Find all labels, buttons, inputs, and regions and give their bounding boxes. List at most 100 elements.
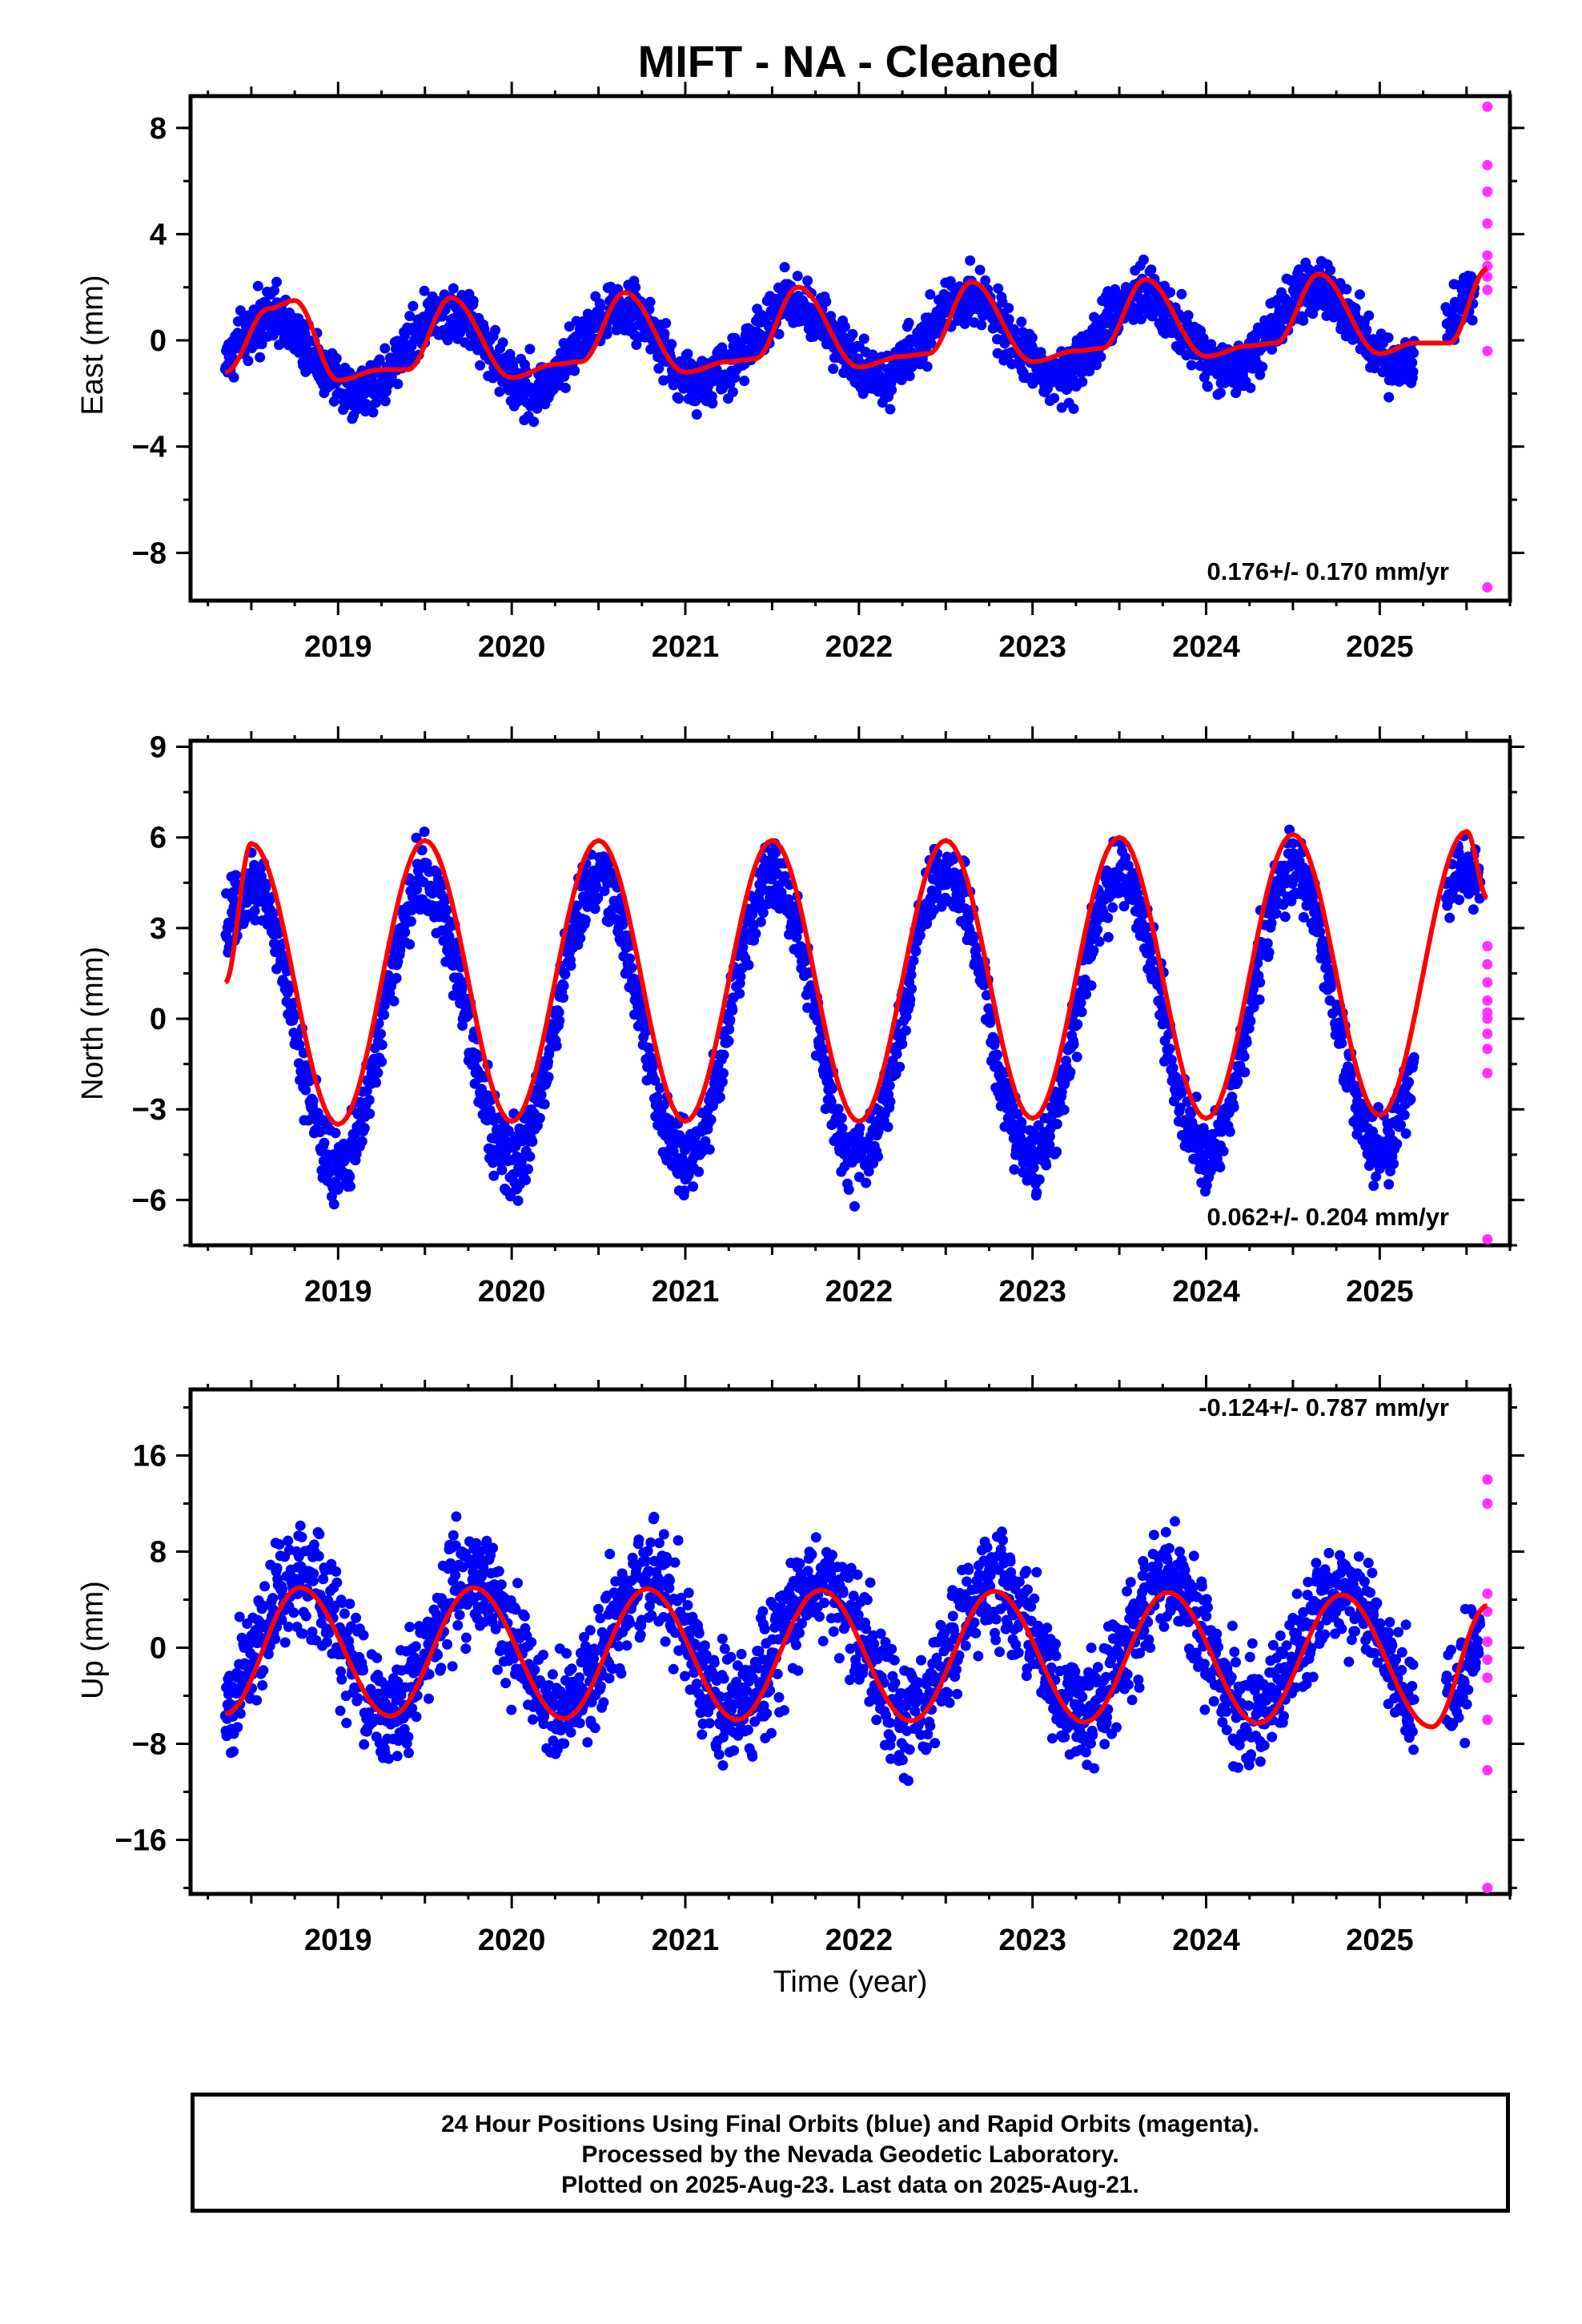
- data-point-final: [1399, 1109, 1410, 1120]
- data-point-rapid: [1482, 159, 1493, 171]
- data-point-final: [448, 283, 459, 294]
- data-point-final: [802, 275, 813, 286]
- data-point-final: [1147, 955, 1158, 967]
- data-point-final: [601, 328, 612, 340]
- data-point-final: [658, 1100, 669, 1110]
- data-point-final: [921, 361, 933, 372]
- data-point-final: [1186, 360, 1197, 371]
- data-point-final: [756, 881, 767, 892]
- data-point-final: [1403, 1076, 1415, 1088]
- data-point-final: [1262, 938, 1273, 949]
- data-point-final: [1315, 927, 1326, 938]
- data-point-final: [1336, 1038, 1347, 1049]
- velocity-rate-label: 0.176+/- 0.170 mm/yr: [1207, 557, 1449, 585]
- y-tick-label: 3: [150, 912, 167, 946]
- data-point-final: [993, 283, 1004, 294]
- y-tick-label: 4: [150, 218, 167, 251]
- data-point-final: [818, 1043, 829, 1055]
- data-point-final: [630, 282, 641, 293]
- data-point-final: [617, 919, 628, 931]
- data-point-final: [416, 845, 428, 856]
- data-point-final: [388, 995, 400, 1007]
- data-point-final: [1369, 363, 1380, 374]
- data-point-final: [228, 1746, 239, 1757]
- data-point-final: [558, 980, 569, 991]
- data-point-final: [408, 300, 419, 312]
- data-point-final: [391, 972, 402, 983]
- data-point-final: [392, 379, 404, 389]
- data-point-final: [1263, 947, 1275, 958]
- x-tick-label: 2021: [652, 630, 720, 664]
- data-point-final: [1077, 376, 1088, 388]
- data-point-final: [729, 372, 741, 384]
- data-point-final: [847, 328, 858, 340]
- data-point-final: [1118, 901, 1130, 912]
- y-tick-label: −6: [132, 1184, 167, 1217]
- data-point-final: [1298, 911, 1309, 923]
- data-point-rapid: [1482, 941, 1493, 952]
- data-point-final: [1279, 911, 1291, 923]
- data-point-final: [723, 1035, 734, 1047]
- data-point-final: [1012, 1108, 1023, 1120]
- data-point-final: [371, 397, 382, 408]
- data-point-final: [543, 1072, 554, 1083]
- scatter-group: [219, 1474, 1493, 1893]
- x-tick-label: 2024: [1172, 1275, 1240, 1309]
- data-point-final: [1254, 994, 1265, 1005]
- data-point-final: [1218, 1146, 1229, 1156]
- data-point-final: [990, 1035, 1001, 1046]
- data-point-final: [891, 1048, 902, 1059]
- data-point-final: [750, 928, 761, 939]
- data-point-rapid: [1482, 101, 1493, 112]
- data-point-final: [1084, 366, 1095, 376]
- data-point-final: [1016, 316, 1027, 328]
- data-point-final: [299, 328, 311, 340]
- data-point-final: [1110, 283, 1121, 295]
- data-point-final: [524, 344, 536, 355]
- data-point-final: [332, 1184, 343, 1195]
- data-point-final: [1102, 912, 1114, 923]
- data-point-final: [737, 942, 749, 953]
- data-point-final: [419, 826, 430, 838]
- data-point-final: [1146, 264, 1157, 275]
- x-tick-label: 2023: [998, 1275, 1066, 1309]
- data-point-final: [589, 903, 600, 915]
- data-point-final: [1278, 899, 1289, 911]
- data-point-final: [415, 904, 426, 915]
- data-point-final: [1388, 1158, 1399, 1169]
- data-point-final: [757, 907, 769, 919]
- data-point-final: [626, 963, 637, 973]
- data-point-final: [319, 1137, 330, 1148]
- data-point-final: [854, 1122, 865, 1133]
- data-point-final: [411, 832, 422, 843]
- data-point-final: [1391, 1139, 1403, 1150]
- data-point-final: [1267, 344, 1278, 355]
- data-point-final: [727, 1005, 738, 1016]
- y-tick-label: −8: [132, 537, 167, 570]
- data-point-final: [1003, 303, 1014, 314]
- data-point-final: [773, 328, 785, 340]
- data-point-final: [693, 1166, 705, 1177]
- data-point-final: [356, 1136, 367, 1147]
- data-point-final: [345, 1180, 355, 1192]
- data-point-final: [363, 1095, 375, 1106]
- data-point-final: [520, 1175, 532, 1185]
- data-point-final: [259, 1600, 269, 1611]
- data-point-final: [903, 317, 914, 328]
- y-tick-label: 0: [150, 1632, 167, 1666]
- data-point-final: [1122, 860, 1134, 871]
- data-point-final: [595, 301, 606, 312]
- data-point-final: [960, 903, 971, 915]
- data-point-final: [569, 365, 580, 376]
- y-tick-label: 6: [150, 822, 167, 855]
- data-point-final: [1086, 980, 1097, 991]
- data-point-final: [565, 960, 576, 971]
- data-point-final: [490, 324, 501, 336]
- y-axis-label: North (mm): [76, 947, 110, 1100]
- data-point-final: [1215, 388, 1226, 398]
- y-tick-label: 8: [150, 112, 167, 146]
- data-point-final: [558, 992, 568, 1003]
- data-point-final: [908, 955, 919, 967]
- data-point-final: [252, 280, 263, 292]
- data-point-final: [1198, 332, 1209, 344]
